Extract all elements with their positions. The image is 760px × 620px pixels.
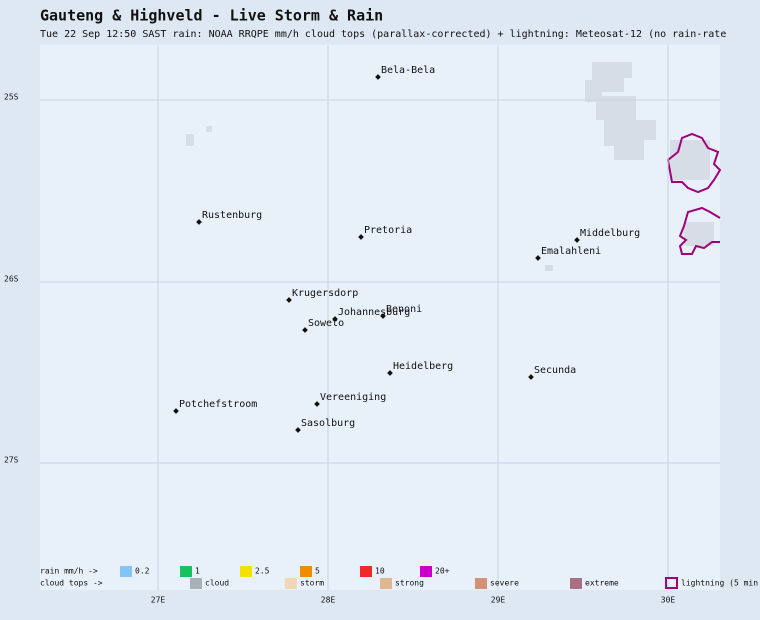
cloud <box>612 120 642 146</box>
city-label: Johannesburg <box>338 307 410 318</box>
rain-legend-label: rain mm/h -> <box>40 567 98 576</box>
city-dot <box>295 427 301 433</box>
lightning-areas <box>666 132 722 255</box>
rain-swatch <box>120 566 132 577</box>
city-dot <box>375 74 381 80</box>
lon-label: 28E <box>321 596 336 605</box>
cloud-legend-item: severe <box>490 579 519 588</box>
lon-label: 27E <box>151 596 166 605</box>
city-dot <box>314 401 320 407</box>
rain-legend-item: 5 <box>315 567 320 576</box>
city-dot <box>196 219 202 225</box>
city-dot <box>528 374 534 380</box>
lat-label: 26S <box>4 275 19 284</box>
rain-swatch <box>420 566 432 577</box>
city-dot <box>358 234 364 240</box>
rain-legend-item: 10 <box>375 567 385 576</box>
city-label: Emalahleni <box>541 246 601 257</box>
cloud-legend-item: cloud <box>205 579 229 588</box>
cloud-legend-label: cloud tops -> <box>40 579 103 588</box>
cloud-swatch <box>285 578 297 589</box>
lon-label: 30E <box>661 596 676 605</box>
city-label: Secunda <box>534 365 576 376</box>
city-dot <box>574 237 580 243</box>
lat-label: 27S <box>4 456 19 465</box>
rain-legend-item: 20+ <box>435 567 450 576</box>
subtitle: Tue 22 Sep 12:50 SAST rain: NOAA RRQPE m… <box>40 29 726 40</box>
city-label: Vereeniging <box>320 392 386 403</box>
cloud <box>592 62 632 102</box>
city-label: Bela-Bela <box>381 65 435 76</box>
rain-swatch <box>300 566 312 577</box>
cloud-swatch <box>380 578 392 589</box>
city-label: Soweto <box>308 318 344 329</box>
cloud-swatch <box>190 578 202 589</box>
city-label: Middelburg <box>580 228 640 239</box>
city-label: Benoni <box>386 304 422 315</box>
rain-legend-item: 1 <box>195 567 200 576</box>
lightning-outline <box>678 206 721 255</box>
city-label: Potchefstroom <box>179 399 257 410</box>
graticule <box>40 45 720 590</box>
city-dot <box>173 408 179 414</box>
city-dot <box>387 370 393 376</box>
cloud <box>670 140 714 246</box>
city-label: Heidelberg <box>393 361 453 372</box>
city-label: Pretoria <box>364 225 412 236</box>
city-label: Sasolburg <box>301 418 355 429</box>
lightning-legend-item: lightning (5 min <box>681 579 758 588</box>
rain-legend-item: 0.2 <box>135 567 150 576</box>
title: Gauteng & Highveld - Live Storm & Rain <box>40 7 383 25</box>
city-dot <box>332 316 338 322</box>
rain-swatch <box>240 566 252 577</box>
cloud-swatch <box>570 578 582 589</box>
lat-label: 25S <box>4 93 19 102</box>
city-dot <box>380 313 386 319</box>
city-dot <box>302 327 308 333</box>
lightning-outline <box>666 132 722 194</box>
lightning-swatch <box>665 577 678 589</box>
cloud-legend-item: strong <box>395 579 424 588</box>
cloud-legend-item: storm <box>300 579 324 588</box>
rain-swatch <box>360 566 372 577</box>
cloud-swatch <box>475 578 487 589</box>
city-dot <box>286 297 292 303</box>
lon-label: 29E <box>491 596 506 605</box>
cloud-legend-item: extreme <box>585 579 619 588</box>
city-label: Rustenburg <box>202 210 262 221</box>
rain-legend-item: 2.5 <box>255 567 270 576</box>
rain-swatch <box>180 566 192 577</box>
city-label: Krugersdorp <box>292 288 358 299</box>
city-dot <box>535 255 541 261</box>
